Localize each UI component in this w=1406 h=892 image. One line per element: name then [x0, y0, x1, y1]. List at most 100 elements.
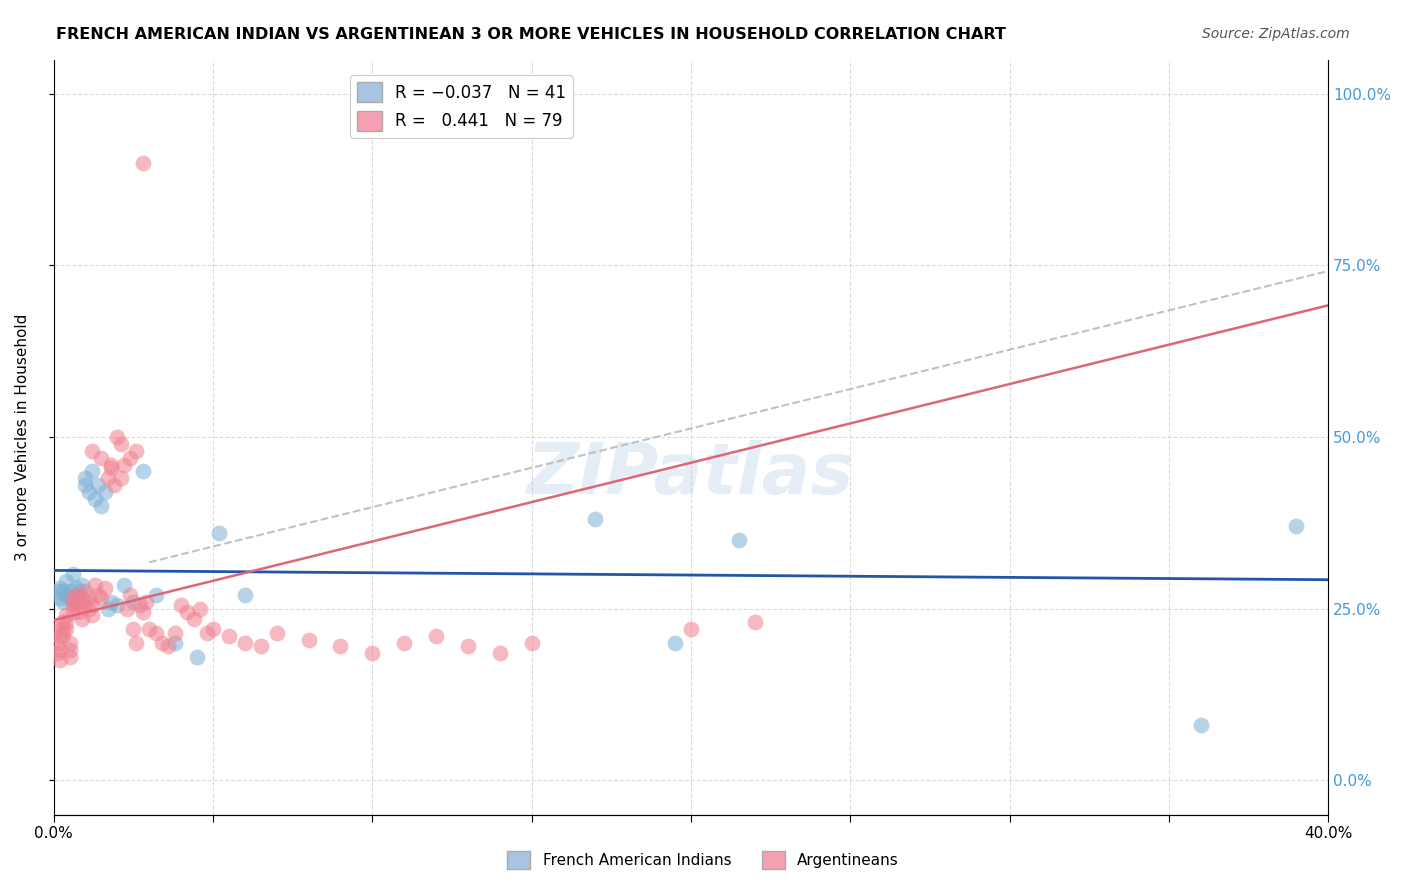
Point [679, 622, 702, 636]
Point [132, 155, 155, 169]
Text: ZIPatlas: ZIPatlas [527, 441, 855, 509]
Point [58, 642, 80, 657]
Point [72, 612, 94, 626]
Point [233, 588, 256, 602]
Point [361, 646, 384, 660]
Point [186, 649, 208, 664]
Point [58, 636, 80, 650]
Point [65, 588, 87, 602]
Point [75, 595, 97, 609]
Point [266, 625, 288, 640]
Point [110, 471, 132, 485]
Point [520, 636, 543, 650]
Point [727, 533, 749, 547]
Point [67, 598, 90, 612]
Point [100, 461, 122, 475]
Point [72, 577, 94, 591]
Point [62, 591, 84, 606]
Point [664, 636, 686, 650]
Legend: French American Indians, Argentineans: French American Indians, Argentineans [502, 845, 904, 875]
Point [52, 622, 75, 636]
Point [67, 605, 90, 619]
Point [583, 512, 606, 526]
Point [163, 636, 186, 650]
Point [55, 622, 77, 636]
Point [183, 612, 205, 626]
Point [100, 458, 122, 472]
Point [103, 478, 125, 492]
Point [145, 625, 167, 640]
Point [87, 478, 110, 492]
Point [90, 499, 112, 513]
Point [80, 608, 103, 623]
Point [122, 595, 145, 609]
Point [392, 636, 415, 650]
Point [75, 471, 97, 485]
Point [75, 584, 97, 599]
Point [1189, 718, 1212, 732]
Point [195, 625, 218, 640]
Point [297, 632, 319, 647]
Point [49, 591, 72, 606]
Point [84, 577, 107, 591]
Point [55, 574, 77, 589]
Point [122, 622, 145, 636]
Point [62, 567, 84, 582]
Point [97, 601, 120, 615]
Point [135, 595, 157, 609]
Point [105, 598, 128, 612]
Point [100, 595, 122, 609]
Point [45, 584, 67, 599]
Point [1285, 519, 1308, 533]
Point [120, 450, 142, 465]
Point [132, 464, 155, 478]
Point [132, 605, 155, 619]
Point [93, 485, 115, 500]
Point [52, 584, 75, 599]
Point [105, 430, 128, 444]
Point [65, 588, 87, 602]
Point [87, 588, 110, 602]
Point [62, 595, 84, 609]
Point [67, 591, 90, 606]
Point [84, 491, 107, 506]
Point [80, 443, 103, 458]
Point [49, 629, 72, 643]
Point [138, 622, 160, 636]
Point [329, 640, 352, 654]
Point [77, 485, 100, 500]
Point [90, 450, 112, 465]
Text: Source: ZipAtlas.com: Source: ZipAtlas.com [1202, 27, 1350, 41]
Point [65, 595, 87, 609]
Point [72, 591, 94, 606]
Point [75, 478, 97, 492]
Point [62, 598, 84, 612]
Point [72, 595, 94, 609]
Point [163, 625, 186, 640]
Point [120, 588, 142, 602]
Point [45, 646, 67, 660]
Point [45, 636, 67, 650]
Point [150, 636, 173, 650]
Point [58, 591, 80, 606]
Point [93, 581, 115, 595]
Point [77, 591, 100, 606]
Legend: R = −0.037   N = 41, R =   0.441   N = 79: R = −0.037 N = 41, R = 0.441 N = 79 [350, 76, 572, 138]
Point [125, 443, 148, 458]
Point [49, 581, 72, 595]
Point [744, 615, 766, 630]
Point [90, 591, 112, 606]
Point [45, 622, 67, 636]
Point [112, 458, 135, 472]
Point [115, 601, 138, 615]
Point [58, 584, 80, 599]
Point [488, 646, 510, 660]
Point [55, 608, 77, 623]
Point [80, 464, 103, 478]
Point [110, 437, 132, 451]
Point [125, 636, 148, 650]
Point [201, 622, 224, 636]
Point [188, 601, 211, 615]
Point [208, 526, 231, 541]
Point [80, 598, 103, 612]
